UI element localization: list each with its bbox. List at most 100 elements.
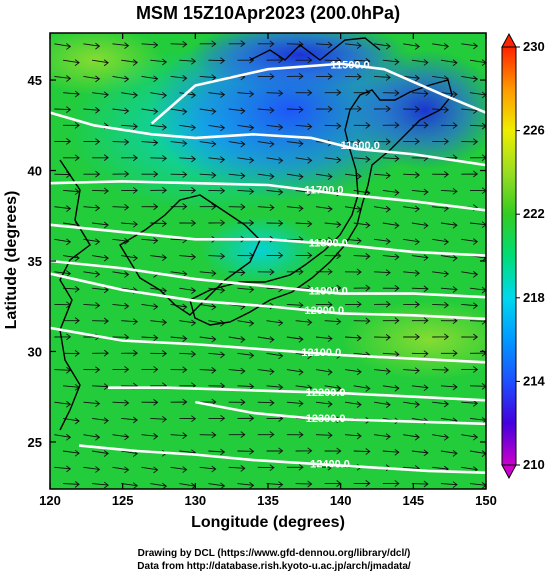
wind-arrow <box>411 59 429 66</box>
wind-arrow <box>112 466 130 474</box>
wind-arrow <box>170 466 188 473</box>
wind-arrow <box>257 336 275 343</box>
wind-arrow <box>315 368 333 376</box>
wind-arrow <box>315 301 333 309</box>
wind-arrow <box>179 57 197 65</box>
wind-arrow <box>92 59 109 67</box>
wind-arrow <box>403 433 420 441</box>
wind-arrow <box>83 400 101 408</box>
wind-arrow <box>440 187 458 195</box>
wind-arrow <box>170 270 188 278</box>
contour-label: 11900.0 <box>309 285 348 297</box>
coastline-north <box>249 37 381 61</box>
wind-arrow <box>237 414 255 422</box>
wind-arrow <box>440 349 458 357</box>
wind-arrow <box>286 106 304 113</box>
wind-arrow <box>411 90 429 98</box>
wind-arrow <box>83 106 101 114</box>
wind-arrow <box>461 433 479 441</box>
wind-arrow <box>54 433 72 441</box>
wind-arrow <box>170 398 188 406</box>
wind-arrow <box>179 350 197 358</box>
wind-arrow <box>112 366 130 373</box>
wind-arrow <box>382 448 400 456</box>
wind-arrow <box>257 73 275 80</box>
wind-arrow <box>324 284 342 292</box>
colorbar-tick-label: 218 <box>523 290 545 305</box>
wind-arrow <box>199 431 217 439</box>
wind-arrow <box>150 91 168 99</box>
wind-arrow <box>170 335 188 342</box>
wind-arrow <box>54 270 72 278</box>
wind-arrow <box>315 431 333 439</box>
wind-arrow <box>83 204 101 212</box>
wind-arrow <box>92 286 109 294</box>
wind-arrow <box>382 121 400 129</box>
wind-arrow <box>440 254 458 262</box>
wind-arrow <box>286 431 304 439</box>
wind-arrow <box>228 464 246 472</box>
colorbar-tick-label: 230 <box>523 39 545 54</box>
wind-arrow <box>63 449 80 457</box>
wind-arrow <box>199 303 217 311</box>
x-tick-label: 145 <box>402 493 424 508</box>
wind-arrow <box>266 219 284 227</box>
credit-drawing: Drawing by DCL (https://www.gfd-dennou.o… <box>137 548 411 559</box>
credit-data: Data from http://database.rish.kyoto-u.a… <box>137 561 411 572</box>
colorbar-tick-label: 210 <box>523 457 545 472</box>
wind-arrow <box>112 433 130 441</box>
wind-arrow <box>432 238 449 246</box>
wind-arrow <box>440 90 458 98</box>
wind-arrow <box>469 221 486 229</box>
contour-line <box>195 400 486 426</box>
wind-arrow <box>199 171 217 179</box>
wind-arrow <box>295 157 313 164</box>
coastline-west <box>59 159 91 431</box>
wind-arrow <box>83 366 101 374</box>
y-tick-label: 25 <box>28 435 42 450</box>
wind-arrow <box>432 400 449 408</box>
wind-arrow <box>353 385 371 392</box>
chart-title: MSM 15Z10Apr2023 (200.0hPa) <box>136 3 400 23</box>
wind-vectors <box>54 40 486 489</box>
wind-arrow <box>315 105 333 113</box>
wind-arrow <box>141 466 159 474</box>
wind-arrow <box>286 335 304 343</box>
wind-arrow <box>374 367 391 375</box>
wind-arrow <box>63 90 80 98</box>
wind-arrow <box>150 350 168 357</box>
wind-arrow <box>54 465 72 473</box>
wind-arrow <box>440 286 458 293</box>
wind-arrow <box>92 317 109 325</box>
wind-arrow <box>208 156 226 164</box>
wind-arrow <box>295 89 313 97</box>
wind-arrow <box>295 384 313 392</box>
contour-label: 12300.0 <box>306 413 346 425</box>
y-axis-label: Latitude (degrees) <box>3 191 20 330</box>
wind-arrow <box>228 367 246 375</box>
wind-arrow <box>170 40 188 48</box>
y-tick-label: 35 <box>28 254 42 269</box>
wind-arrow <box>121 187 138 194</box>
wind-arrow <box>121 318 138 326</box>
wind-arrow <box>353 480 371 487</box>
contour-line <box>108 386 486 402</box>
colorbar-tick-label: 222 <box>523 206 545 221</box>
wind-arrow <box>237 352 255 359</box>
contour-label: 11800.0 <box>309 237 348 249</box>
wind-arrow <box>141 366 159 373</box>
wind-arrow <box>286 72 304 80</box>
wind-arrow <box>295 318 313 326</box>
wind-arrow <box>237 286 255 294</box>
wind-arrow <box>179 187 197 194</box>
wind-arrow <box>208 252 226 260</box>
wind-arrow <box>141 399 159 406</box>
wind-arrow <box>266 123 284 131</box>
wind-arrow <box>344 42 362 50</box>
wind-arrow <box>403 367 420 375</box>
wind-arrow <box>141 203 159 211</box>
wind-arrow <box>170 108 188 115</box>
wind-arrow <box>92 221 109 229</box>
wind-arrow <box>411 317 429 324</box>
wind-arrow <box>374 74 391 81</box>
